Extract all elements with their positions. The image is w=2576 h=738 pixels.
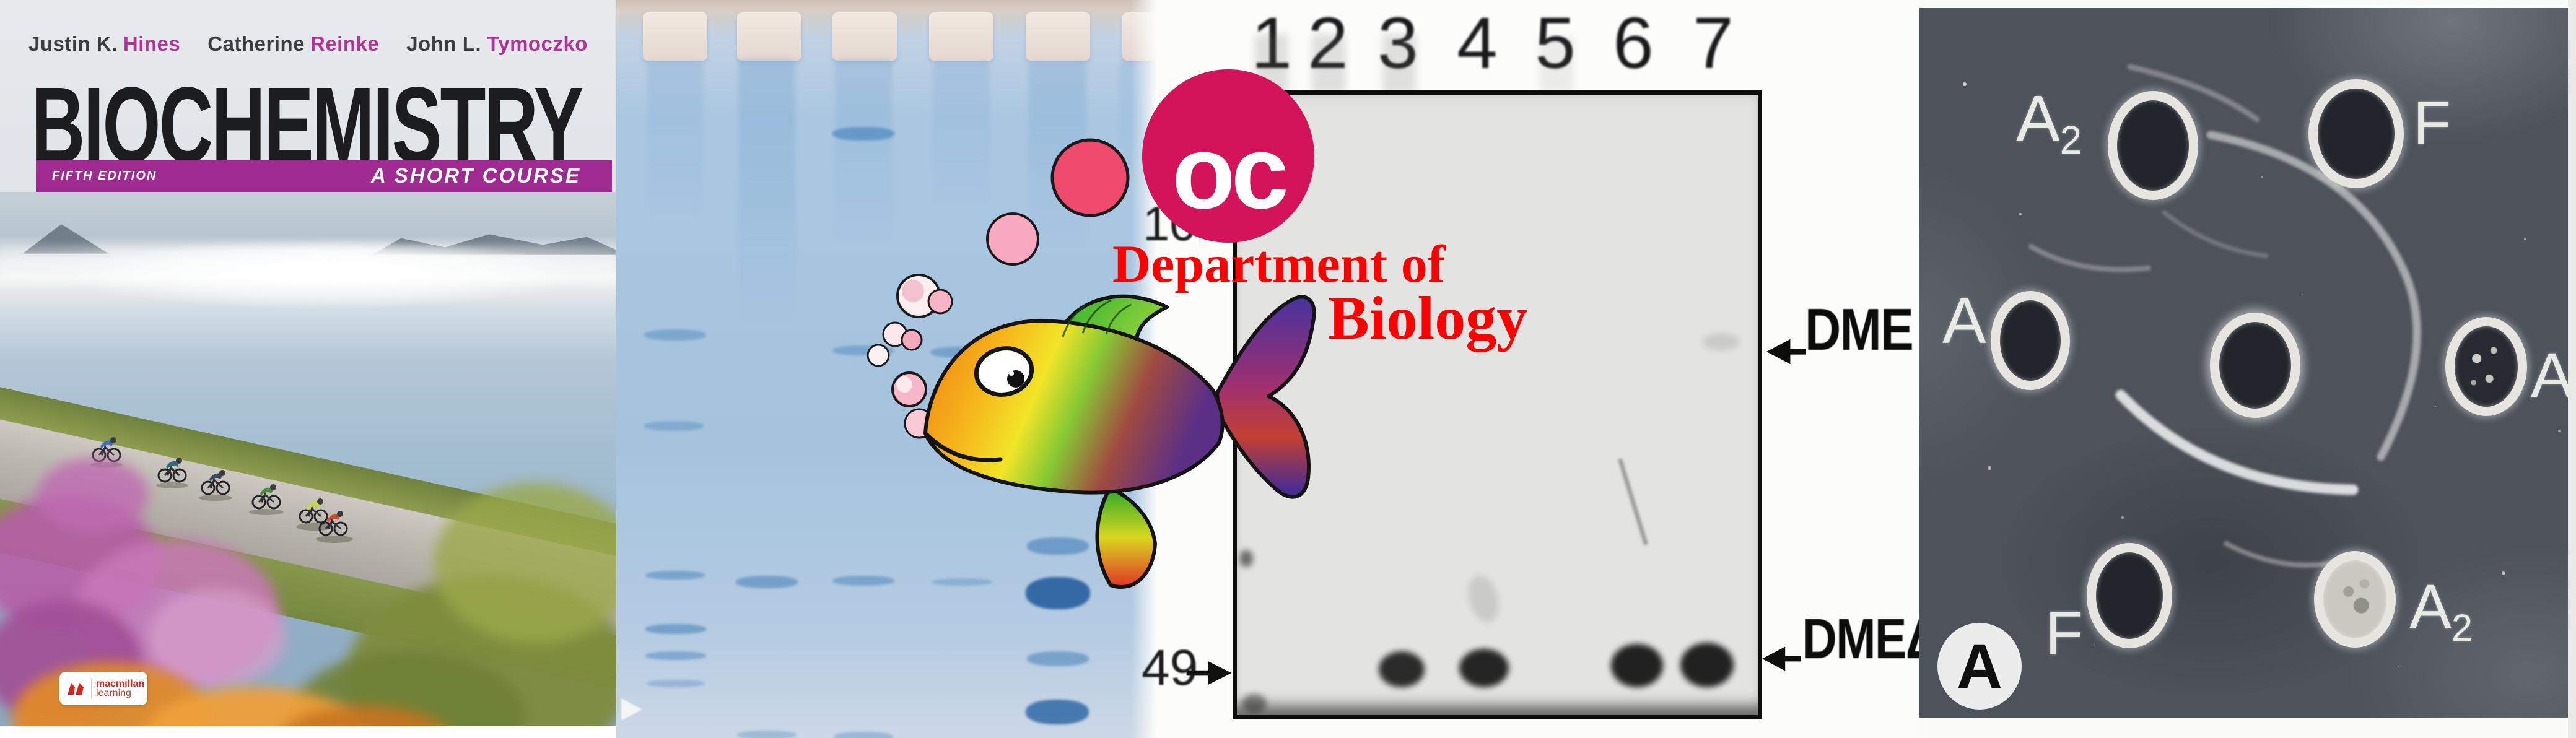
- lane-number: 2: [1308, 2, 1348, 84]
- center-antibody-well: [2210, 313, 2300, 418]
- gel-lane: [647, 62, 703, 223]
- protein-band: [1611, 644, 1663, 687]
- protein-band: [1459, 649, 1509, 687]
- protein-band: [1680, 643, 1734, 687]
- gel-band: [834, 732, 893, 738]
- gel-lane: [835, 59, 892, 245]
- sun-glare-band: [0, 246, 616, 284]
- gel-lane: [738, 59, 795, 325]
- bubbles-illustration: [867, 138, 1130, 439]
- cover-subtitle: A SHORT COURSE: [370, 164, 581, 187]
- fish-illustration: [923, 294, 1316, 589]
- gel-band: [647, 680, 705, 687]
- gel-band: [1027, 651, 1089, 666]
- gel-artifact: [621, 698, 642, 721]
- protein-smudge: [1242, 694, 1267, 713]
- well-label: A: [2531, 340, 2574, 410]
- gel-lane: [933, 62, 990, 211]
- gel-band: [645, 624, 706, 634]
- gel-band: [832, 127, 894, 141]
- scan-smear: [1312, 34, 1345, 93]
- arrow-left-icon: [1762, 646, 1801, 671]
- lane-number: 1: [1251, 2, 1292, 84]
- gel-band: [1026, 700, 1089, 724]
- gel-well: [929, 12, 993, 61]
- band-label-dme: DME: [1805, 297, 1914, 363]
- cover-photo-coast: macmillan learning: [0, 192, 616, 726]
- scan-streak: [1617, 458, 1649, 545]
- gel-band: [644, 329, 706, 341]
- publisher-name: learning: [96, 688, 131, 698]
- divider: [91, 678, 92, 699]
- gel-band: [737, 731, 797, 738]
- antigen-well-a2-bottom: [2314, 551, 2396, 648]
- lane-number: 6: [1613, 2, 1654, 84]
- antigen-well-f-bottom: [2087, 543, 2172, 648]
- pink-flowers: [37, 458, 149, 532]
- well-label: F: [2413, 89, 2452, 158]
- heather-flowers: [149, 588, 285, 687]
- gel-well: [832, 12, 897, 61]
- author: John L. Tymoczko: [406, 32, 588, 55]
- gel-band: [1026, 577, 1090, 609]
- arrow-right-icon: [1186, 661, 1232, 685]
- lane-number: 5: [1535, 2, 1576, 84]
- department-text-line1: Department of: [1112, 234, 1446, 293]
- gel-band: [645, 571, 705, 580]
- gel-band: [645, 651, 706, 660]
- gel-band: [832, 576, 894, 586]
- antigen-well-a-left: [1991, 291, 2070, 390]
- protein-smudge: [1239, 550, 1253, 567]
- fish-body: [923, 319, 1225, 495]
- gel-band: [1027, 537, 1089, 555]
- scan-smear: [1382, 34, 1416, 93]
- antigen-well-a2-top: [2108, 91, 2198, 200]
- author: Justin K. Hines: [28, 32, 181, 55]
- protein-band: [1379, 651, 1425, 687]
- green-shrub: [434, 483, 616, 644]
- macmillan-flag-icon: [68, 683, 84, 695]
- antigen-well-f-top: [2308, 79, 2404, 188]
- gel-band: [736, 576, 798, 588]
- arrow-left-icon: [1766, 339, 1806, 365]
- gel-band: [932, 578, 992, 586]
- oc-logo-text: oc: [1171, 113, 1289, 230]
- ouchterlony-plate-figure: A2 F A A F A2 A: [1919, 0, 2576, 738]
- well-label: A: [1942, 284, 1986, 357]
- gel-well: [643, 12, 707, 61]
- fish-tail: [1215, 295, 1316, 499]
- gel-well: [737, 12, 801, 61]
- scan-smear: [1540, 37, 1573, 92]
- department-text-line2: Biology: [1328, 284, 1528, 352]
- gel-well: [1026, 12, 1090, 61]
- lane-number: 3: [1378, 2, 1418, 84]
- well-label: A2: [2016, 82, 2082, 163]
- well-label: F: [2045, 599, 2084, 668]
- cover-margin: [0, 726, 616, 738]
- fish-pelvic-fin: [1095, 486, 1157, 589]
- photo-edge: [2568, 0, 2576, 738]
- protein-smudge: [1463, 571, 1504, 626]
- lane-number: 7: [1693, 2, 1734, 84]
- blot-membrane: [1233, 90, 1762, 719]
- immunodiffusion-plate: A2 F A A F A2 A: [1919, 8, 2573, 718]
- protein-smudge: [1703, 333, 1740, 350]
- gel-band: [644, 421, 704, 431]
- well-label: A2: [2409, 571, 2473, 649]
- cover-authors: Justin K. Hines Catherine Reinke John L. Ty…: [0, 32, 616, 56]
- publisher-logo: macmillan learning: [59, 672, 147, 705]
- oc-department-logo: oc: [1142, 69, 1314, 243]
- panel-letter-badge: A: [1937, 623, 2022, 710]
- fish-mouth: [924, 432, 1003, 462]
- textbook-cover: Justin K. Hines Catherine Reinke John L. Ty…: [0, 0, 616, 738]
- publisher-name: macmillan: [96, 678, 145, 689]
- film-grain: [1963, 82, 1967, 86]
- edition-badge: FIFTH EDITION: [52, 168, 157, 183]
- antigen-well-a-right: [2445, 317, 2527, 416]
- cover-banner: FIFTH EDITION A SHORT COURSE: [36, 160, 612, 192]
- author: Catherine Reinke: [207, 32, 380, 55]
- lane-number: 4: [1457, 2, 1498, 84]
- mw-marker: 49: [1142, 640, 1198, 696]
